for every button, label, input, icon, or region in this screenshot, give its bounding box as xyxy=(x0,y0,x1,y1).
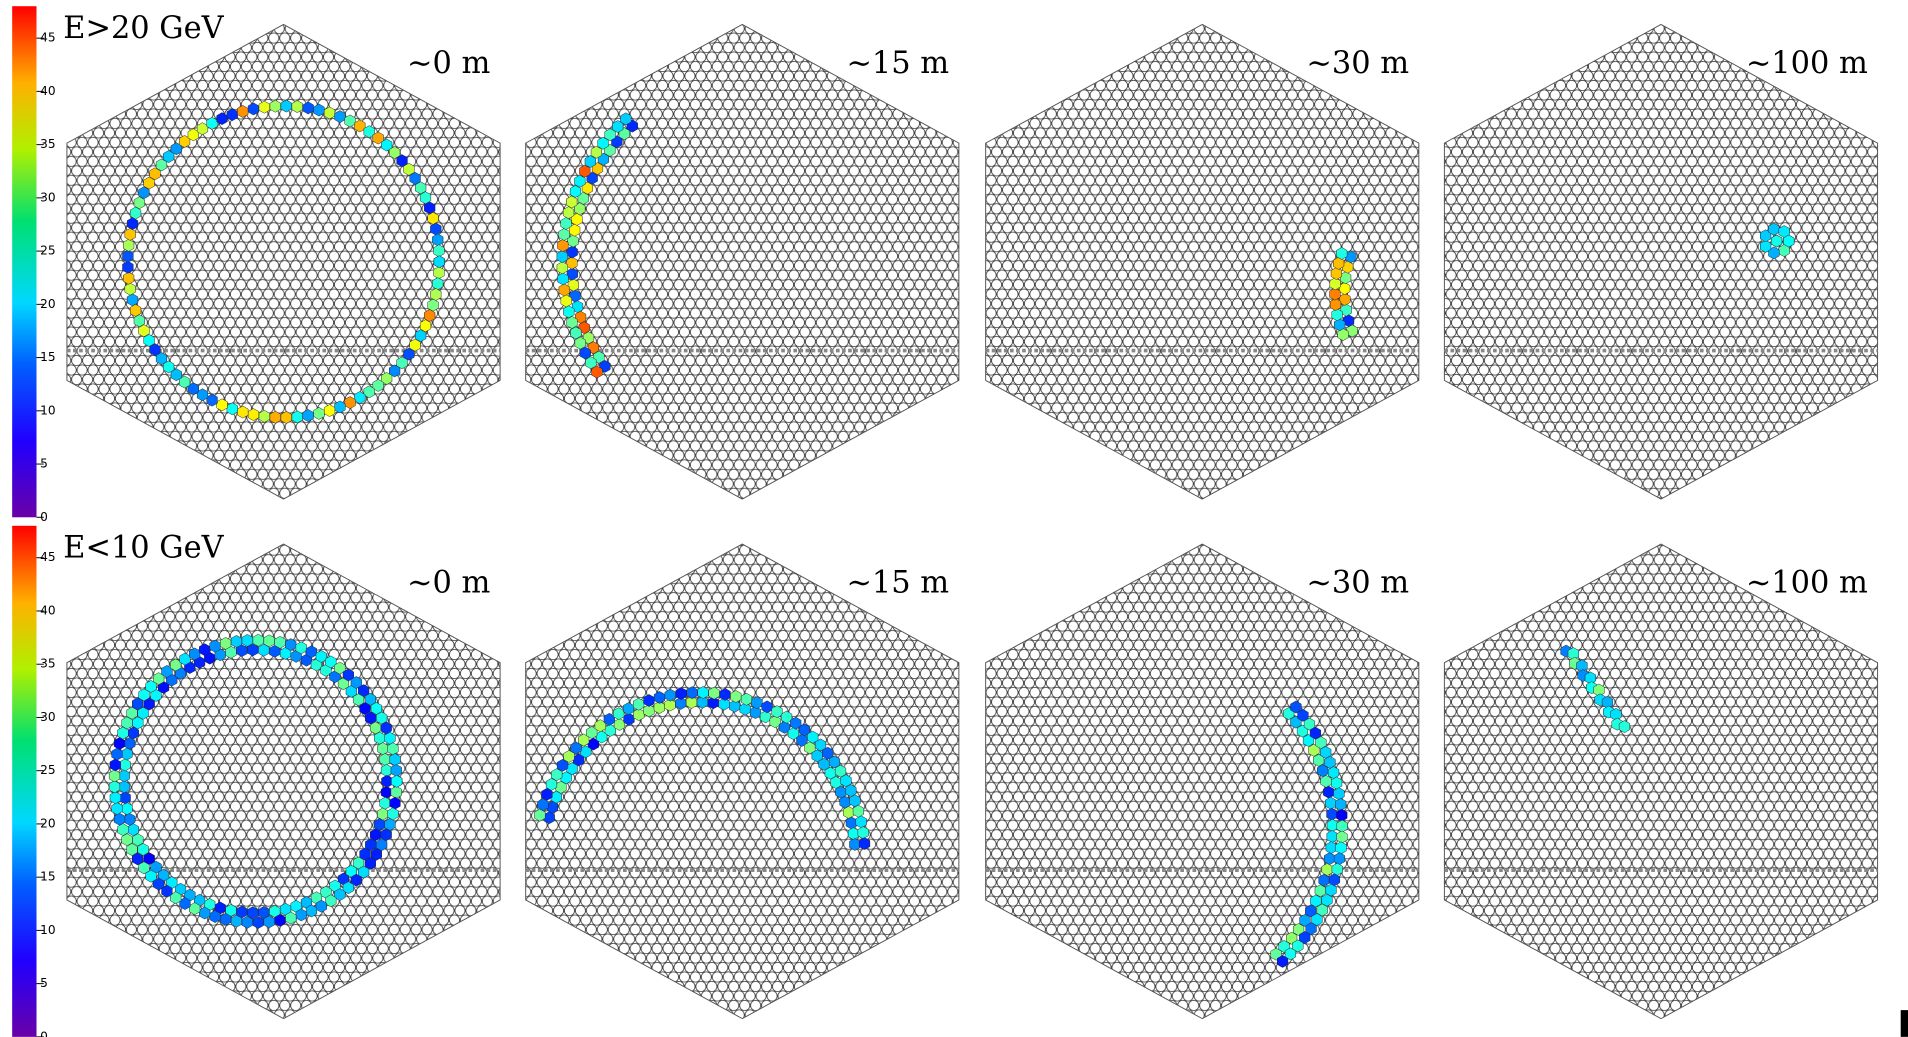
colorbar-tick-label: 5 xyxy=(40,976,48,990)
camera xyxy=(526,24,959,499)
panel-label: ∼30 m xyxy=(1306,46,1409,81)
panel-label: ∼0 m xyxy=(407,566,490,601)
colorbar-tick-label: 35 xyxy=(40,137,55,151)
panel-label: ∼100 m xyxy=(1746,46,1868,81)
row: 0 5 10 15 20 25 30 35 40 45 E<10 GeV ∼0 m ∼15 m ∼30 m… xyxy=(12,526,1877,1037)
camera-pixels xyxy=(1444,544,1877,1019)
camera-pixels xyxy=(67,544,500,1019)
colorbar-tick-label: 40 xyxy=(40,84,55,98)
corner-mark xyxy=(1901,1010,1908,1037)
camera-pixels xyxy=(1444,24,1877,499)
colorbar-tick-label: 5 xyxy=(40,457,48,471)
panel-label: ∼30 m xyxy=(1306,566,1409,601)
colorbar-tick-label: 10 xyxy=(40,923,55,937)
colorbar-tick-label: 40 xyxy=(40,603,55,617)
camera-pixels xyxy=(526,24,959,499)
camera xyxy=(1444,544,1877,1019)
colorbar-tick-label: 30 xyxy=(40,190,55,204)
colorbar-tick-label: 0 xyxy=(40,1029,48,1037)
camera xyxy=(986,24,1419,499)
colorbar-tick-label: 25 xyxy=(40,763,55,777)
camera-pixels xyxy=(526,544,959,1019)
camera xyxy=(526,544,959,1019)
panel-label: ∼15 m xyxy=(846,566,949,601)
panel-label: ∼15 m xyxy=(846,46,949,81)
camera xyxy=(986,544,1419,1019)
figure: 0 5 10 15 20 25 30 35 40 45 E>20 GeV ∼0 m ∼15 m ∼30 m… xyxy=(0,0,1908,1037)
colorbar-tick-label: 20 xyxy=(40,816,55,830)
colorbar-tick-label: 15 xyxy=(40,870,55,884)
colorbar-tick-label: 35 xyxy=(40,657,55,671)
colorbar xyxy=(12,526,36,1037)
colorbar-tick-label: 10 xyxy=(40,403,55,417)
colorbar-tick-label: 45 xyxy=(40,31,55,45)
row-label: E>20 GeV xyxy=(63,11,224,46)
colorbar-tick-label: 20 xyxy=(40,297,55,311)
camera xyxy=(67,544,500,1019)
camera xyxy=(1444,24,1877,499)
colorbar-tick-label: 15 xyxy=(40,350,55,364)
camera xyxy=(67,24,500,499)
panel-label: ∼100 m xyxy=(1746,566,1868,601)
camera-pixels xyxy=(986,544,1419,1019)
camera-pixels xyxy=(986,24,1419,499)
colorbar xyxy=(12,6,36,517)
colorbar-tick-label: 45 xyxy=(40,550,55,564)
colorbar-tick-label: 25 xyxy=(40,244,55,258)
colorbar-tick-label: 30 xyxy=(40,710,55,724)
panel-label: ∼0 m xyxy=(407,46,490,81)
colorbar-tick-label: 0 xyxy=(40,510,48,524)
row: 0 5 10 15 20 25 30 35 40 45 E>20 GeV ∼0 m ∼15 m ∼30 m… xyxy=(12,6,1877,524)
row-label: E<10 GeV xyxy=(63,530,224,565)
